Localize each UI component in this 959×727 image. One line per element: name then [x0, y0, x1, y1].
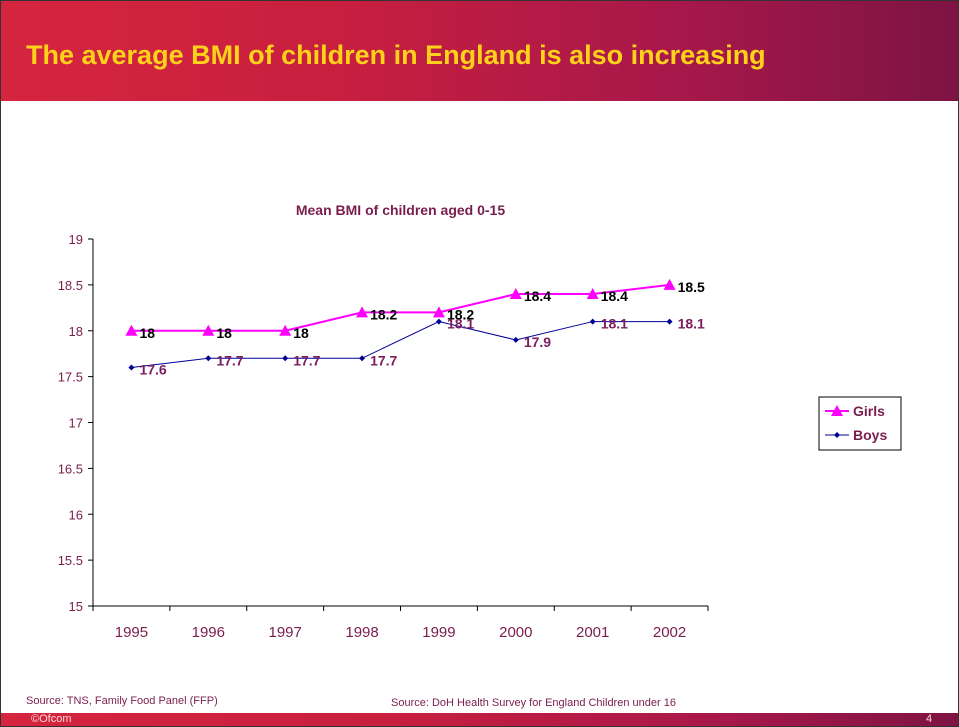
boys-data-label: 17.7 — [216, 352, 243, 368]
source-left: Source: TNS, Family Food Panel (FFP) — [26, 695, 218, 707]
series-line-girls — [131, 283, 670, 332]
boys-marker — [512, 336, 519, 343]
girls-marker — [586, 288, 599, 300]
girls-data-label: 18 — [216, 325, 232, 341]
legend-marker — [834, 432, 840, 438]
girls-marker — [125, 324, 138, 336]
title-banner: The average BMI of children in England i… — [1, 1, 958, 101]
girls-data-label: 18 — [293, 325, 309, 341]
boys-marker — [359, 355, 366, 362]
footer-copyright: ©Ofcom — [31, 713, 72, 725]
y-tick-label: 16.5 — [58, 461, 83, 476]
legend-box — [818, 396, 902, 451]
boys-marker — [205, 355, 212, 362]
legend-label: Girls — [853, 403, 885, 419]
girls-marker — [279, 324, 292, 336]
x-tick-label: 1999 — [422, 624, 455, 641]
boys-data-label: 18.1 — [678, 316, 705, 332]
legend-label: Boys — [853, 427, 887, 443]
boys-data-label: 17.7 — [293, 352, 320, 368]
girls-data-label: 18.2 — [370, 306, 397, 322]
chart-title: Mean BMI of children aged 0-15 — [296, 202, 505, 218]
boys-data-label: 18.1 — [601, 316, 628, 332]
bmi-line-chart: Mean BMI of children aged 0-15 15 15.5 16 16… — [58, 202, 902, 641]
y-tick-label: 18 — [69, 324, 83, 339]
boys-marker — [589, 318, 596, 325]
x-tick-label: 1997 — [269, 624, 302, 641]
x-tick-label: 2000 — [499, 624, 532, 641]
y-tick-label: 16 — [69, 507, 83, 522]
girls-data-label: 18.5 — [678, 279, 705, 295]
y-tick-label: 19 — [69, 232, 83, 247]
girls-marker — [509, 288, 522, 300]
girls-data-label: 18.2 — [447, 306, 474, 322]
girls-marker — [356, 306, 369, 318]
x-tick-label: 1995 — [115, 624, 148, 641]
x-tick-label: 2002 — [653, 624, 686, 641]
y-tick-label: 17.5 — [58, 370, 83, 385]
girls-marker — [663, 278, 676, 290]
x-tick-label: 1998 — [345, 624, 378, 641]
boys-marker — [128, 364, 135, 371]
x-tick-label: 2001 — [576, 624, 609, 641]
footer-bar: ©Ofcom 4 — [1, 713, 958, 726]
boys-marker — [282, 355, 289, 362]
girls-marker — [202, 324, 215, 336]
girls-data-label: 18.4 — [524, 288, 551, 304]
girls-marker — [432, 306, 445, 318]
legend-marker — [831, 405, 843, 416]
boys-data-label: 17.7 — [370, 352, 397, 368]
girls-data-label: 18.4 — [601, 288, 628, 304]
slide-title: The average BMI of children in England i… — [26, 40, 766, 70]
boys-data-label: 18.1 — [447, 316, 474, 332]
boys-marker — [666, 318, 673, 325]
y-tick-label: 15.5 — [58, 553, 83, 568]
boys-data-label: 17.6 — [139, 361, 166, 377]
source-right: Source: DoH Health Survey for England Ch… — [391, 697, 676, 709]
y-tick-label: 17 — [69, 416, 83, 431]
series-line-boys — [131, 321, 670, 368]
girls-data-label: 18 — [139, 325, 155, 341]
page-number: 4 — [926, 713, 933, 725]
y-tick-label: 18.5 — [58, 278, 83, 293]
x-tick-label: 1996 — [192, 624, 225, 641]
boys-data-label: 17.9 — [524, 334, 551, 350]
y-tick-label: 15 — [69, 599, 83, 614]
boys-marker — [435, 318, 442, 325]
